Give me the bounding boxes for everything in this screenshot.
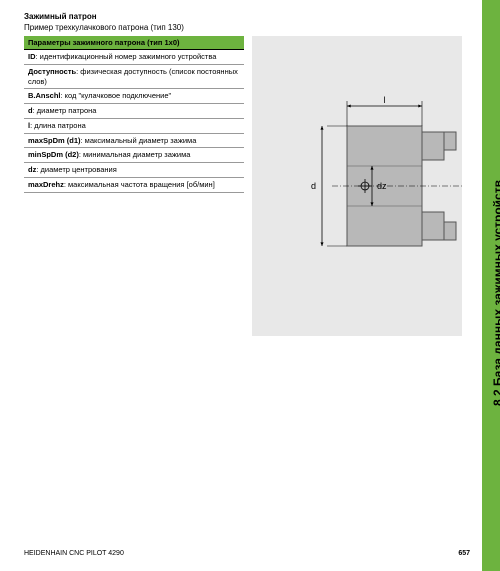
param-row: minSpDm (d2): минимальная диаметр зажима (24, 148, 244, 163)
footer-page-number: 657 (458, 550, 470, 557)
param-row: dz: диаметр центрования (24, 163, 244, 178)
param-key: Доступность (28, 67, 76, 76)
page-title: Зажимный патрон (24, 12, 500, 21)
param-key: B.Anschl (28, 91, 61, 100)
param-desc: : длина патрона (30, 121, 86, 130)
param-key: maxSpDm (d1) (28, 136, 81, 145)
param-row: l: длина патрона (24, 118, 244, 133)
param-key: ID (28, 52, 36, 61)
param-row: d: диаметр патрона (24, 104, 244, 119)
param-desc: : максимальная частота вращения [об/мин] (64, 180, 215, 189)
param-desc: : максимальный диаметр зажима (81, 136, 197, 145)
content-row: Параметры зажимного патрона (тип 1x0) ID… (24, 36, 500, 336)
params-column: Параметры зажимного патрона (тип 1x0) ID… (24, 36, 244, 336)
diagram-column: l d dz (252, 36, 462, 336)
param-desc: : диаметр центрования (36, 165, 116, 174)
param-desc: : код "кулачковое подключение" (61, 91, 172, 100)
param-desc: : минимальная диаметр зажима (79, 150, 191, 159)
footer-left: HEIDENHAIN CNC PILOT 4290 (24, 550, 124, 557)
chuck-diagram: l d dz (252, 36, 462, 336)
param-key: minSpDm (d2) (28, 150, 79, 159)
page-content: Зажимный патрон Пример трехкулачкового п… (0, 0, 500, 571)
diagram-svg: l d dz (252, 36, 462, 336)
param-row: B.Anschl: код "кулачковое подключение" (24, 89, 244, 104)
page-subtitle: Пример трехкулачкового патрона (тип 130) (24, 23, 500, 32)
param-row: Доступность: физическая доступность (спи… (24, 64, 244, 89)
param-row: ID: идентификационный номер зажимного ус… (24, 50, 244, 65)
svg-text:dz: dz (377, 181, 387, 191)
params-table: Параметры зажимного патрона (тип 1x0) ID… (24, 36, 244, 193)
svg-text:l: l (384, 95, 386, 105)
param-row: maxDrehz: максимальная частота вращения … (24, 177, 244, 192)
param-desc: : идентификационный номер зажимного устр… (36, 52, 217, 61)
svg-text:d: d (311, 181, 316, 191)
params-table-header: Параметры зажимного патрона (тип 1x0) (24, 36, 244, 50)
param-desc: : диаметр патрона (33, 106, 97, 115)
param-row: maxSpDm (d1): максимальный диаметр зажим… (24, 133, 244, 148)
page-footer: HEIDENHAIN CNC PILOT 4290 657 (24, 550, 470, 557)
param-key: maxDrehz (28, 180, 64, 189)
